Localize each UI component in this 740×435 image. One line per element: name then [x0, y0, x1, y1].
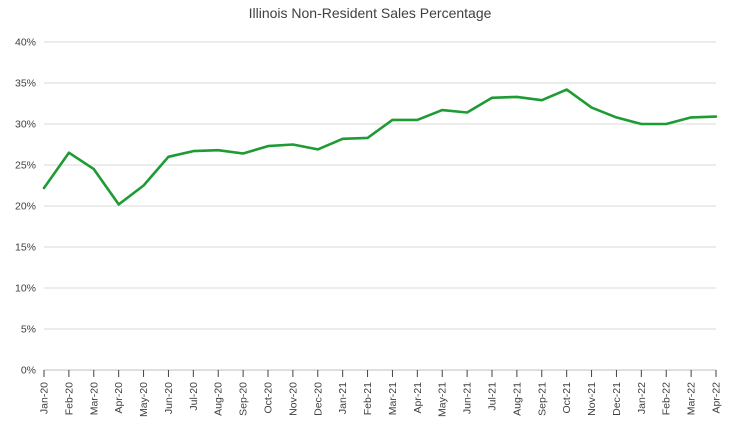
x-axis-label: Feb-21	[362, 382, 374, 415]
data-series-line	[42, 88, 718, 206]
y-axis-label: 10%	[15, 283, 36, 295]
x-axis-label: Apr-22	[711, 382, 723, 414]
x-axis-label: Mar-22	[686, 382, 698, 415]
y-axis-label: 0%	[21, 365, 36, 377]
x-axis-label: Mar-20	[88, 382, 100, 415]
x-axis-label: Jan-22	[636, 382, 648, 414]
y-axis-label: 20%	[15, 201, 36, 213]
x-axis-label: Apr-20	[113, 382, 125, 414]
x-axis-label: Jul-21	[487, 382, 499, 411]
x-axis-label: Oct-20	[263, 382, 275, 414]
y-axis-label: 15%	[15, 242, 36, 254]
x-axis-label: Nov-21	[586, 382, 598, 416]
x-axis-label: Jan-20	[39, 382, 51, 414]
x-axis-label: May-21	[437, 382, 449, 417]
x-axis-label: Jun-20	[163, 382, 175, 414]
x-axis-label: Aug-20	[213, 382, 225, 416]
y-axis-label: 35%	[15, 78, 36, 90]
x-axis-label: Jan-21	[337, 382, 349, 414]
x-axis-label: Sep-21	[536, 382, 548, 416]
x-axis-label: Jul-20	[188, 382, 200, 411]
x-axis-label: Feb-20	[63, 382, 75, 415]
chart-title: Illinois Non-Resident Sales Percentage	[248, 5, 492, 21]
y-axis-label: 25%	[15, 160, 36, 172]
y-axis-label: 5%	[21, 324, 36, 336]
x-axis-label: Feb-22	[661, 382, 673, 415]
x-axis-label: Oct-21	[561, 382, 573, 414]
x-axis-label: Dec-20	[312, 382, 324, 416]
x-axis-label: Apr-21	[412, 382, 424, 414]
y-axis-label: 40%	[15, 37, 36, 49]
y-axis-label: 30%	[15, 119, 36, 131]
x-axis-label: Dec-21	[611, 382, 623, 416]
x-axis-label: May-20	[138, 382, 150, 417]
x-axis-label: Aug-21	[511, 382, 523, 416]
x-axis-label: Jun-21	[462, 382, 474, 414]
x-axis-label: Nov-20	[287, 382, 299, 416]
x-axis-label: Sep-20	[238, 382, 250, 416]
x-axis-label: Mar-21	[387, 382, 399, 415]
